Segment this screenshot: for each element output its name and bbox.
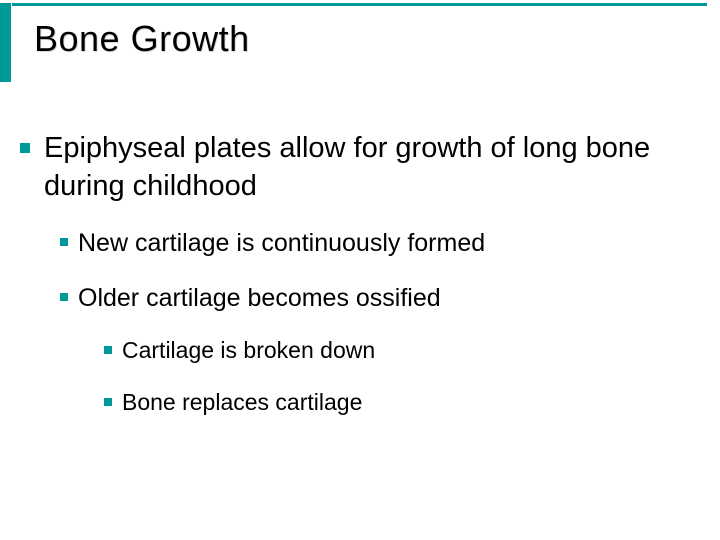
bullet-text: Bone replaces cartilage <box>122 388 362 418</box>
bullet-text: Older cartilage becomes ossified <box>78 282 441 315</box>
bullet-text: Cartilage is broken down <box>122 336 375 366</box>
title-underline <box>12 3 707 6</box>
bullet-lvl2: New cartilage is continuously formed <box>60 227 700 260</box>
bullet-text: New cartilage is continuously formed <box>78 227 485 260</box>
slide-content: Epiphyseal plates allow for growth of lo… <box>20 130 700 424</box>
bullet-lvl3: Cartilage is broken down <box>104 336 700 366</box>
square-bullet-icon <box>104 398 112 406</box>
square-bullet-icon <box>60 238 68 246</box>
bullet-lvl3: Bone replaces cartilage <box>104 388 700 418</box>
accent-left-bar <box>0 3 11 82</box>
bullet-text: Epiphyseal plates allow for growth of lo… <box>44 130 700 205</box>
square-bullet-icon <box>20 143 30 153</box>
slide-title: Bone Growth <box>34 18 250 60</box>
bullet-lvl2: Older cartilage becomes ossified <box>60 282 700 315</box>
bullet-lvl1: Epiphyseal plates allow for growth of lo… <box>20 130 700 205</box>
square-bullet-icon <box>104 346 112 354</box>
square-bullet-icon <box>60 293 68 301</box>
